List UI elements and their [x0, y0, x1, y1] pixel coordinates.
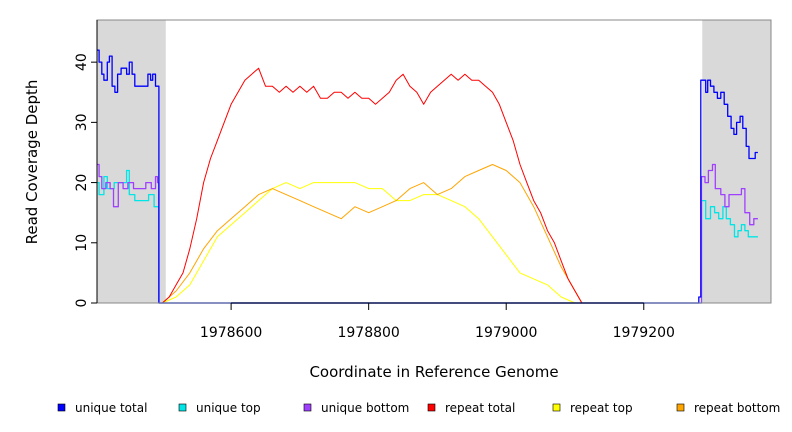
x-tick-label-1: 1978800: [337, 325, 399, 341]
series-line-unique-total: [97, 49, 758, 304]
series-line-repeat-top: [162, 182, 576, 304]
y-tick-label-0: 0: [74, 299, 90, 308]
legend-item-repeat-bottom: repeat bottom: [676, 401, 780, 415]
y-axis: 0 10 20 30 40: [74, 20, 98, 308]
legend-swatch: [57, 403, 66, 412]
legend-swatch: [427, 403, 436, 412]
shaded-region-0: [97, 20, 166, 303]
shaded-regions: [97, 20, 771, 303]
legend-item-repeat-total: repeat total: [427, 401, 515, 415]
shaded-region-1: [702, 20, 771, 303]
series-line-repeat-bottom: [161, 164, 583, 304]
legend-swatch: [178, 403, 187, 412]
y-tick-label-3: 30: [74, 113, 90, 131]
legend-label: repeat total: [445, 401, 515, 415]
series-lines: [97, 49, 758, 304]
y-tick-label-1: 10: [74, 234, 90, 252]
series-line-repeat-total: [161, 67, 583, 304]
series-line-unique-top: [97, 169, 758, 304]
x-axis-title: Coordinate in Reference Genome: [309, 363, 558, 381]
legend-label: unique top: [196, 401, 261, 415]
y-axis-title: Read Coverage Depth: [23, 80, 41, 245]
legend-item-unique-top: unique top: [178, 401, 261, 415]
legend-swatch: [552, 403, 561, 412]
legend-swatch: [303, 403, 312, 412]
x-tick-label-2: 1979000: [475, 325, 537, 341]
legend-swatch: [676, 403, 685, 412]
y-tick-label-2: 20: [74, 174, 90, 192]
x-tick-label-3: 1979200: [613, 325, 675, 341]
legend: unique total unique top unique bottom repea…: [57, 401, 780, 415]
legend-label: repeat top: [570, 401, 633, 415]
legend-item-unique-bottom: unique bottom: [303, 401, 409, 415]
legend-label: repeat bottom: [694, 401, 780, 415]
legend-label: unique total: [75, 401, 147, 415]
legend-label: unique bottom: [321, 401, 409, 415]
legend-item-unique-total: unique total: [57, 401, 147, 415]
y-tick-label-4: 40: [74, 53, 90, 71]
x-tick-label-0: 1978600: [200, 325, 262, 341]
plot-frame: [96, 19, 772, 304]
x-axis: 1978600 1978800 1979000 1979200: [200, 302, 675, 341]
legend-item-repeat-top: repeat top: [552, 401, 633, 415]
